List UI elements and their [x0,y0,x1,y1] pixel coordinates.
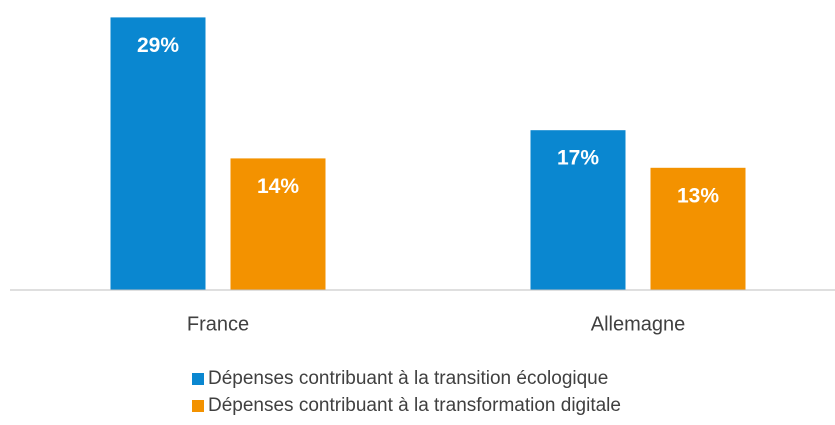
bar [530,130,626,290]
legend-label: Dépenses contribuant à la transition éco… [208,368,608,389]
legend-label: Dépenses contribuant à la transformation… [208,395,621,416]
x-tick-label: France [187,313,249,335]
legend-swatch [192,400,204,412]
value-label: 13% [677,184,719,207]
x-tick-label: Allemagne [591,313,686,335]
value-label: 14% [257,175,299,198]
legend-swatch [192,373,204,385]
bar [230,158,326,290]
bar [650,167,746,290]
bar [110,17,206,291]
value-label: 17% [557,147,599,170]
value-label: 29% [137,34,179,57]
